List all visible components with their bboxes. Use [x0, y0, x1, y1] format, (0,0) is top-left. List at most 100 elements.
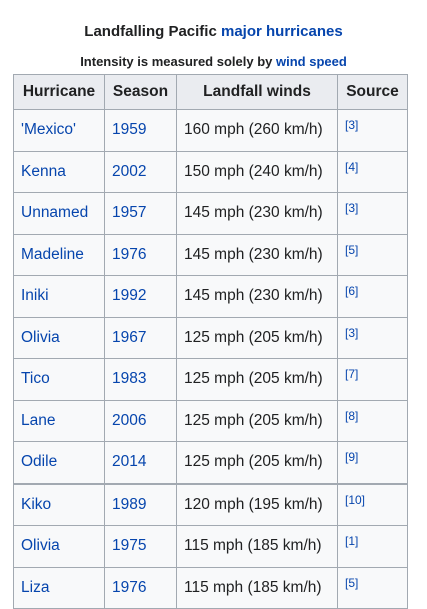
source-cell: [5] — [337, 566, 408, 609]
source-ref-link[interactable]: [3] — [345, 201, 359, 215]
season-link[interactable]: 1975 — [112, 537, 147, 555]
winds-cell: 145 mph (230 km/h) — [176, 192, 338, 235]
season-cell: 1992 — [104, 275, 177, 318]
wind-speed-link[interactable]: wind speed — [276, 54, 347, 69]
hurricane-name-link[interactable]: Lane — [21, 411, 56, 429]
hurricane-name-link[interactable]: Kenna — [21, 162, 66, 180]
source-ref-link[interactable]: [7] — [345, 367, 359, 381]
name-cell: 'Mexico' — [13, 109, 105, 152]
hurricane-name-link[interactable]: Olivia — [21, 537, 60, 555]
name-cell: Unnamed — [13, 192, 105, 235]
hurricane-name-link[interactable]: Kiko — [21, 495, 52, 513]
source-ref-link[interactable]: [3] — [345, 118, 359, 132]
winds-cell: 145 mph (230 km/h) — [176, 233, 338, 276]
source-cell: [3] — [337, 109, 408, 152]
table-row: Madeline 1976 145 mph (230 km/h) [5] — [13, 233, 408, 276]
name-cell: Olivia — [13, 525, 105, 568]
season-link[interactable]: 1992 — [112, 287, 147, 305]
season-cell: 1976 — [104, 233, 177, 276]
hurricane-name-link[interactable]: Unnamed — [21, 204, 89, 222]
landfall-winds-cell: 125 mph (205 km/h) — [184, 453, 323, 471]
season-link[interactable]: 1976 — [112, 578, 147, 596]
major-hurricanes-link[interactable]: major hurricanes — [220, 23, 343, 40]
season-cell: 1983 — [104, 358, 177, 401]
hurricane-name-link[interactable]: Madeline — [21, 245, 84, 263]
season-link[interactable]: 1976 — [112, 245, 147, 263]
winds-cell: 160 mph (260 km/h) — [176, 109, 338, 152]
season-link[interactable]: 2002 — [112, 162, 147, 180]
table-row: Kiko 1989 120 mph (195 km/h) [10] — [13, 482, 408, 526]
season-cell: 1975 — [104, 525, 177, 568]
table-row: Liza 1976 115 mph (185 km/h) [5] — [13, 566, 408, 609]
winds-cell: 125 mph (205 km/h) — [176, 316, 338, 359]
landfall-winds-cell: 160 mph (260 km/h) — [184, 121, 323, 139]
season-link[interactable]: 1959 — [112, 121, 147, 139]
source-ref-link[interactable]: [4] — [345, 159, 359, 174]
season-link[interactable]: 1957 — [112, 204, 147, 222]
winds-cell: 145 mph (230 km/h) — [176, 275, 338, 318]
hurricane-name-link[interactable]: Iniki — [21, 287, 49, 305]
hurricane-name-link[interactable]: Liza — [21, 578, 50, 596]
source-ref-link[interactable]: [8] — [345, 408, 359, 423]
season-link[interactable]: 1983 — [112, 370, 147, 388]
season-cell: 1959 — [104, 109, 177, 152]
hurricane-name-link[interactable]: Odile — [21, 453, 58, 471]
hurricane-name-link[interactable]: 'Mexico' — [21, 121, 77, 139]
landfall-winds-cell: 115 mph (185 km/h) — [184, 537, 322, 555]
source-cell: [3] — [337, 192, 408, 235]
hurricane-name-link[interactable]: Tico — [21, 370, 50, 388]
landfall-winds-cell: 125 mph (205 km/h) — [184, 328, 323, 346]
header-hurricane[interactable]: Hurricane — [13, 74, 105, 110]
source-ref-link[interactable]: [9] — [345, 450, 359, 464]
landfall-winds-cell: 120 mph (195 km/h) — [184, 495, 323, 513]
table-row: Olivia 1967 125 mph (205 km/h) [3] — [13, 316, 408, 359]
source-ref-link[interactable]: [6] — [345, 284, 359, 298]
winds-cell: 125 mph (205 km/h) — [176, 441, 338, 484]
source-cell: [4] — [337, 150, 408, 193]
table-caption: Landfalling Pacific major hurricanes — [0, 22, 427, 42]
source-ref-link[interactable]: [3] — [345, 325, 359, 340]
name-cell: Olivia — [13, 316, 105, 359]
source-ref-link[interactable]: [1] — [345, 534, 359, 548]
source-cell: [5] — [337, 233, 408, 276]
source-ref-link[interactable]: [5] — [345, 242, 359, 257]
hurricanes-table: Hurricane Season Landfall winds Source '… — [13, 74, 408, 609]
season-link[interactable]: 1989 — [112, 495, 147, 513]
header-source[interactable]: Source — [337, 74, 408, 110]
winds-cell: 120 mph (195 km/h) — [176, 482, 338, 526]
landfall-winds-cell: 145 mph (230 km/h) — [184, 204, 323, 222]
source-cell: [6] — [337, 275, 408, 318]
table-row: Olivia 1975 115 mph (185 km/h) [1] — [13, 525, 408, 568]
season-link[interactable]: 2014 — [112, 453, 147, 471]
source-ref-link[interactable]: [5] — [345, 575, 359, 590]
landfall-winds-cell: 125 mph (205 km/h) — [184, 370, 323, 388]
header-season[interactable]: Season — [104, 74, 177, 110]
landfall-winds-cell: 145 mph (230 km/h) — [184, 287, 323, 305]
landfall-winds-cell: 150 mph (240 km/h) — [184, 162, 323, 180]
season-cell: 1967 — [104, 316, 177, 359]
season-link[interactable]: 1967 — [112, 328, 147, 346]
subcaption-text: Intensity is measured solely by — [80, 54, 276, 69]
source-cell: [3] — [337, 316, 408, 359]
table-row: Iniki 1992 145 mph (230 km/h) [6] — [13, 275, 408, 318]
source-cell: [9] — [337, 441, 408, 484]
winds-cell: 125 mph (205 km/h) — [176, 358, 338, 401]
season-cell: 1976 — [104, 566, 177, 609]
season-cell: 1989 — [104, 482, 177, 526]
season-cell: 2006 — [104, 399, 177, 442]
winds-cell: 115 mph (185 km/h) — [176, 566, 338, 609]
name-cell: Iniki — [13, 275, 105, 318]
header-landfall-winds[interactable]: Landfall winds — [176, 74, 338, 110]
hurricane-name-link[interactable]: Olivia — [21, 328, 60, 346]
table-row: Tico 1983 125 mph (205 km/h) [7] — [13, 358, 408, 401]
landfall-winds-cell: 145 mph (230 km/h) — [184, 245, 323, 263]
table-row: Unnamed 1957 145 mph (230 km/h) [3] — [13, 192, 408, 235]
caption-text: Landfalling Pacific — [84, 23, 221, 40]
source-cell: [1] — [337, 525, 408, 568]
header-row: Hurricane Season Landfall winds Source — [13, 74, 408, 110]
landfall-winds-cell: 115 mph (185 km/h) — [184, 578, 322, 596]
source-ref-link[interactable]: [10] — [345, 492, 366, 507]
name-cell: Lane — [13, 399, 105, 442]
season-link[interactable]: 2006 — [112, 411, 147, 429]
table-subcaption: Intensity is measured solely by wind spe… — [0, 53, 427, 71]
